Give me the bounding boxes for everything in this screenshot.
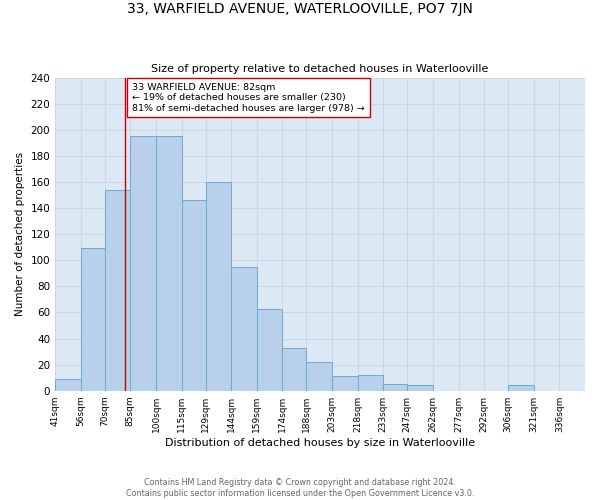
Bar <box>156 136 182 390</box>
Bar <box>130 136 156 390</box>
Text: Contains HM Land Registry data © Crown copyright and database right 2024.
Contai: Contains HM Land Registry data © Crown c… <box>126 478 474 498</box>
Bar <box>81 248 105 390</box>
Bar <box>206 182 231 390</box>
Y-axis label: Number of detached properties: Number of detached properties <box>15 152 25 316</box>
Bar <box>257 308 283 390</box>
Bar <box>55 379 81 390</box>
Bar <box>307 362 332 390</box>
Bar <box>182 200 206 390</box>
Bar <box>407 386 433 390</box>
X-axis label: Distribution of detached houses by size in Waterlooville: Distribution of detached houses by size … <box>165 438 475 448</box>
Bar <box>231 267 257 390</box>
Bar <box>508 386 534 390</box>
Bar <box>283 348 307 391</box>
Bar <box>383 384 407 390</box>
Text: 33 WARFIELD AVENUE: 82sqm
← 19% of detached houses are smaller (230)
81% of semi: 33 WARFIELD AVENUE: 82sqm ← 19% of detac… <box>132 83 365 112</box>
Bar <box>358 375 383 390</box>
Bar <box>332 376 358 390</box>
Text: 33, WARFIELD AVENUE, WATERLOOVILLE, PO7 7JN: 33, WARFIELD AVENUE, WATERLOOVILLE, PO7 … <box>127 2 473 16</box>
Title: Size of property relative to detached houses in Waterlooville: Size of property relative to detached ho… <box>151 64 489 74</box>
Bar <box>105 190 130 390</box>
